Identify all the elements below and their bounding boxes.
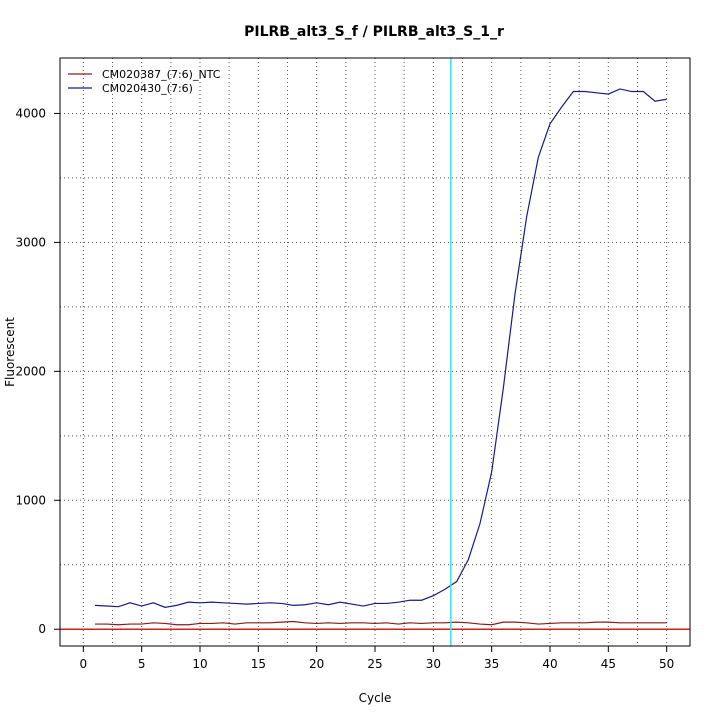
x-tick-label: 45 [601, 657, 616, 671]
x-tick-label: 5 [138, 657, 146, 671]
legend-label: CM020430_(7:6) [102, 82, 193, 95]
x-tick-label: 40 [542, 657, 557, 671]
y-tick-label: 3000 [15, 235, 46, 249]
x-tick-label: 30 [426, 657, 441, 671]
y-tick-label: 2000 [15, 364, 46, 378]
x-tick-label: 25 [367, 657, 382, 671]
y-tick-label: 4000 [15, 106, 46, 120]
y-tick-label: 0 [38, 622, 46, 636]
series-lines [94, 88, 667, 626]
x-tick-label: 0 [80, 657, 88, 671]
x-tick-label: 15 [251, 657, 266, 671]
y-axis: 0 1000 2000 3000 4000 [15, 106, 60, 636]
chart-title: PILRB_alt3_S_f / PILRB_alt3_S_1_r [244, 24, 504, 40]
x-axis: 0 5 10 15 20 25 30 35 40 45 50 [80, 646, 674, 671]
series-line-2 [94, 88, 667, 608]
x-tick-label: 10 [192, 657, 207, 671]
x-axis-label: Cycle [359, 691, 392, 705]
x-tick-label: 35 [484, 657, 499, 671]
series-line-1 [95, 620, 667, 626]
plot-frame [59, 57, 691, 647]
grid-lines [60, 58, 690, 646]
legend-label: CM020387_(7:6)_NTC [102, 68, 221, 81]
x-tick-label: 20 [309, 657, 324, 671]
y-axis-label: Fluorescent [3, 317, 17, 387]
x-tick-label: 50 [659, 657, 674, 671]
y-tick-label: 1000 [15, 493, 46, 507]
